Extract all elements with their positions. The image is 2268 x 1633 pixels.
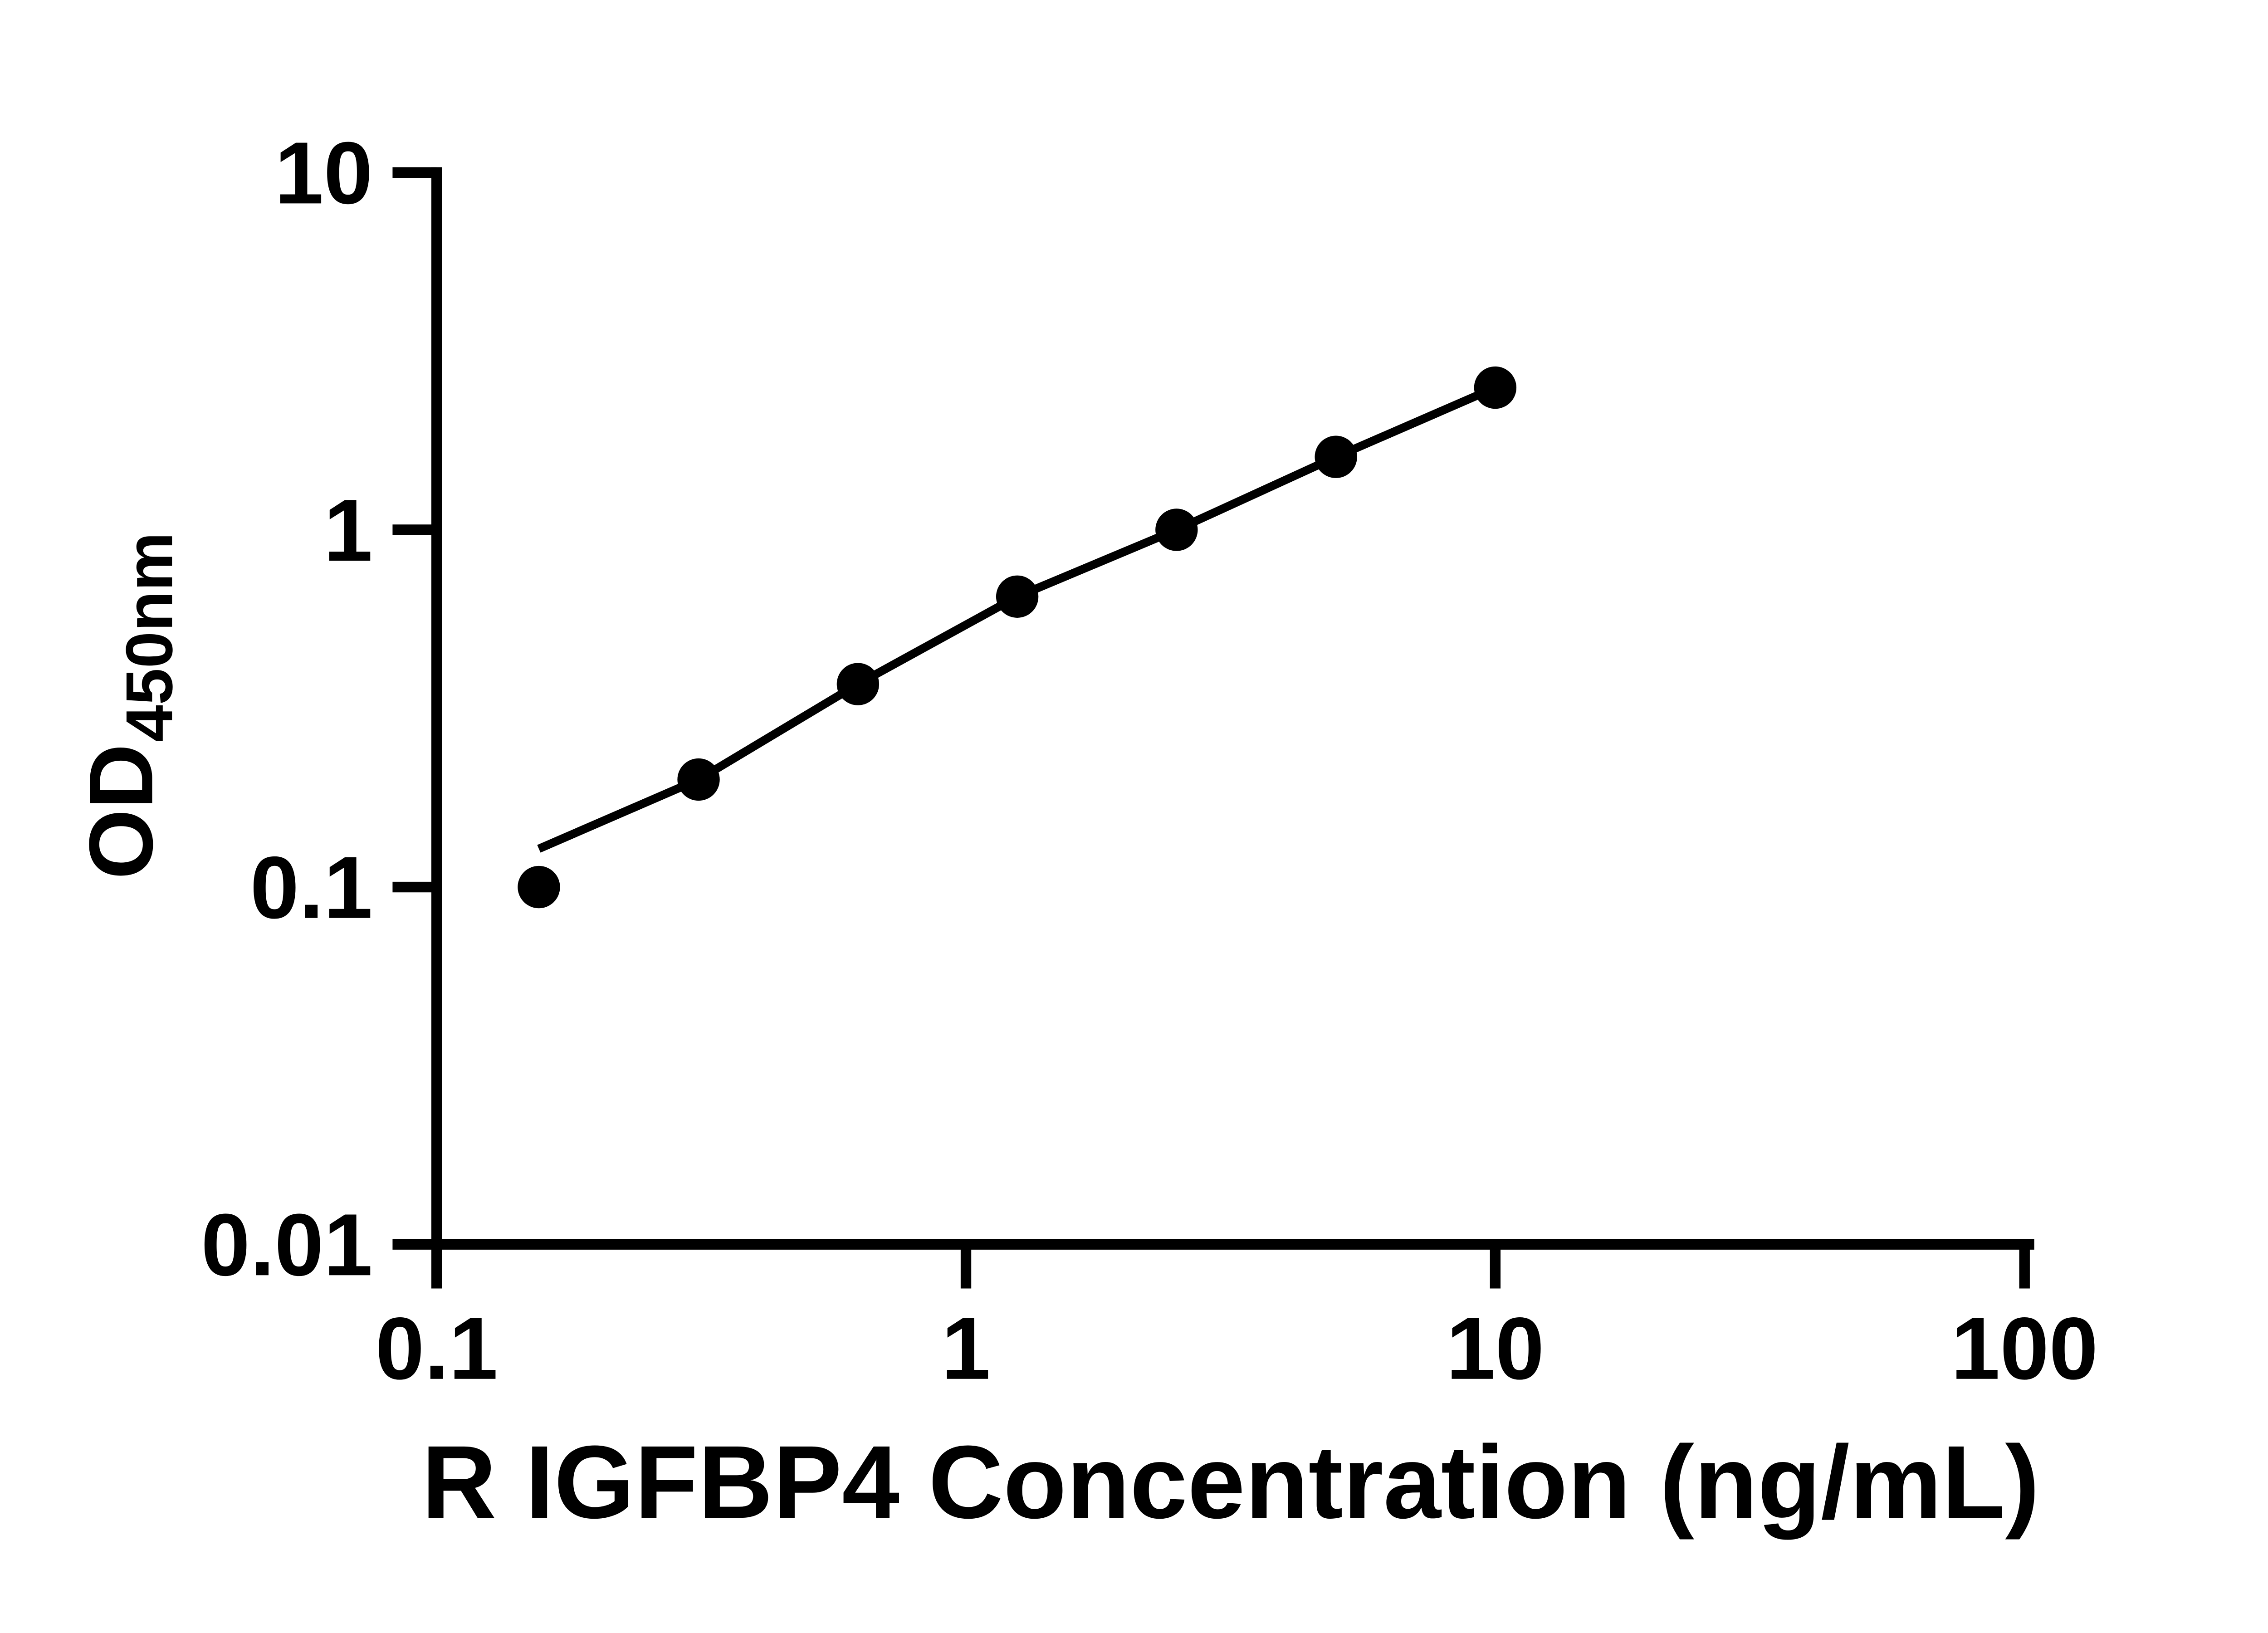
y-tick-label-10: 10 bbox=[274, 124, 372, 222]
y-axis-title-subscript: 450nm bbox=[112, 532, 186, 742]
x-tick-label-100: 100 bbox=[1951, 1300, 2098, 1398]
data-point-3 bbox=[836, 663, 880, 705]
x-axis-title: R IGFBP4 Concentration (ng/mL) bbox=[421, 1424, 2039, 1540]
x-tick-label-10: 10 bbox=[1446, 1300, 1544, 1398]
data-point-5 bbox=[1155, 508, 1198, 551]
x-tick-label-1: 1 bbox=[941, 1300, 990, 1398]
data-point-4 bbox=[996, 575, 1039, 618]
axes-layer bbox=[431, 167, 2034, 1289]
data-point-1 bbox=[518, 865, 560, 909]
data-point-2 bbox=[677, 758, 720, 801]
y-tick-label-0.01: 0.01 bbox=[201, 1196, 373, 1294]
y-tick-label-1: 1 bbox=[324, 481, 373, 580]
y-axis-title-main: OD bbox=[71, 744, 171, 880]
data-point-7 bbox=[1474, 366, 1517, 409]
y-axis-title: OD 450nm bbox=[71, 532, 186, 879]
tick-layer bbox=[392, 167, 2030, 1289]
points-layer bbox=[518, 366, 1517, 909]
x-tick-label-0.1: 0.1 bbox=[375, 1300, 498, 1398]
data-point-6 bbox=[1315, 435, 1357, 478]
y-tick-label-0.1: 0.1 bbox=[250, 839, 372, 937]
